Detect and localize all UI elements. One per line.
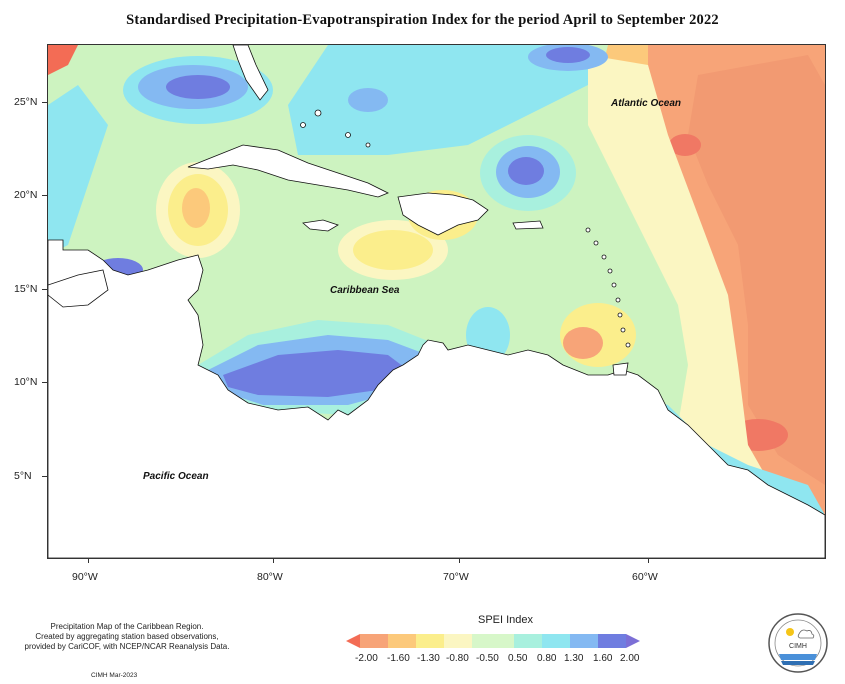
legend-swatch [388, 634, 416, 648]
lon-tick-60w: 60°W [632, 571, 658, 583]
legend-swatch [598, 634, 626, 648]
water-icon [779, 654, 817, 660]
pacific-ocean-label: Pacific Ocean [143, 471, 209, 482]
legend-swatch [570, 634, 598, 648]
sun-icon [786, 628, 794, 636]
caribbean-sea-label: Caribbean Sea [330, 285, 400, 296]
spei-map: Atlantic Ocean Caribbean Sea Pacific Oce… [47, 44, 826, 559]
legend-swatch [542, 634, 570, 648]
lon-tick-mark [648, 558, 649, 563]
lat-tick-mark [42, 195, 47, 196]
lon-tick-mark [459, 558, 460, 563]
legend-label: 1.30 [564, 653, 584, 664]
lat-tick-mark [42, 382, 47, 383]
spei-map-canvas [48, 45, 825, 558]
credit-text: CIMH Mar-2023 [91, 672, 138, 679]
lon-tick-mark [273, 558, 274, 563]
water-icon [781, 661, 815, 665]
lon-tick-70w: 70°W [443, 571, 469, 583]
legend-label: -1.60 [387, 653, 410, 664]
legend-swatch [416, 634, 444, 648]
lon-tick-80w: 80°W [257, 571, 283, 583]
legend-label: -0.50 [476, 653, 499, 664]
lon-tick-90w: 90°W [72, 571, 98, 583]
lat-tick-mark [42, 476, 47, 477]
legend-swatch [444, 634, 472, 648]
legend-swatch [360, 634, 388, 648]
atlantic-ocean-label: Atlantic Ocean [611, 98, 682, 109]
cimh-logo: CIMH [768, 613, 828, 673]
legend-label: 2.00 [620, 653, 640, 664]
lat-tick-20n: 20°N [14, 189, 38, 201]
land-masses [48, 45, 825, 558]
legend-label: 0.50 [508, 653, 528, 664]
lat-tick-15n: 15°N [14, 283, 38, 295]
legend-swatch [514, 634, 542, 648]
legend-label: -2.00 [355, 653, 378, 664]
lat-tick-5n: 5°N [14, 470, 32, 482]
logo-text: CIMH [789, 643, 807, 650]
lat-tick-10n: 10°N [14, 376, 38, 388]
legend-arrow-left [346, 634, 360, 648]
lat-tick-mark [42, 102, 47, 103]
legend-label: -0.80 [446, 653, 469, 664]
legend-arrow-right [626, 634, 640, 648]
lat-tick-mark [42, 289, 47, 290]
footnote-line: Created by aggregating station based obs… [35, 632, 219, 641]
lat-tick-25n: 25°N [14, 96, 38, 108]
spei-field [48, 45, 825, 558]
legend-swatch [472, 634, 514, 648]
map-title: Standardised Precipitation-Evapotranspir… [126, 12, 719, 28]
legend-title: SPEI Index [478, 614, 534, 626]
legend-colorbar [346, 634, 640, 648]
legend-label: -1.30 [417, 653, 440, 664]
footnote-line: provided by CariCOF, with NCEP/NCAR Rean… [24, 642, 230, 651]
island-chain [300, 109, 631, 376]
footnote-line: Precipitation Map of the Caribbean Regio… [50, 622, 204, 631]
lon-tick-mark [88, 558, 89, 563]
legend-label: 0.80 [537, 653, 557, 664]
map-footnote: Precipitation Map of the Caribbean Regio… [8, 622, 246, 652]
cloud-icon [797, 629, 815, 639]
legend-label: 1.60 [593, 653, 613, 664]
